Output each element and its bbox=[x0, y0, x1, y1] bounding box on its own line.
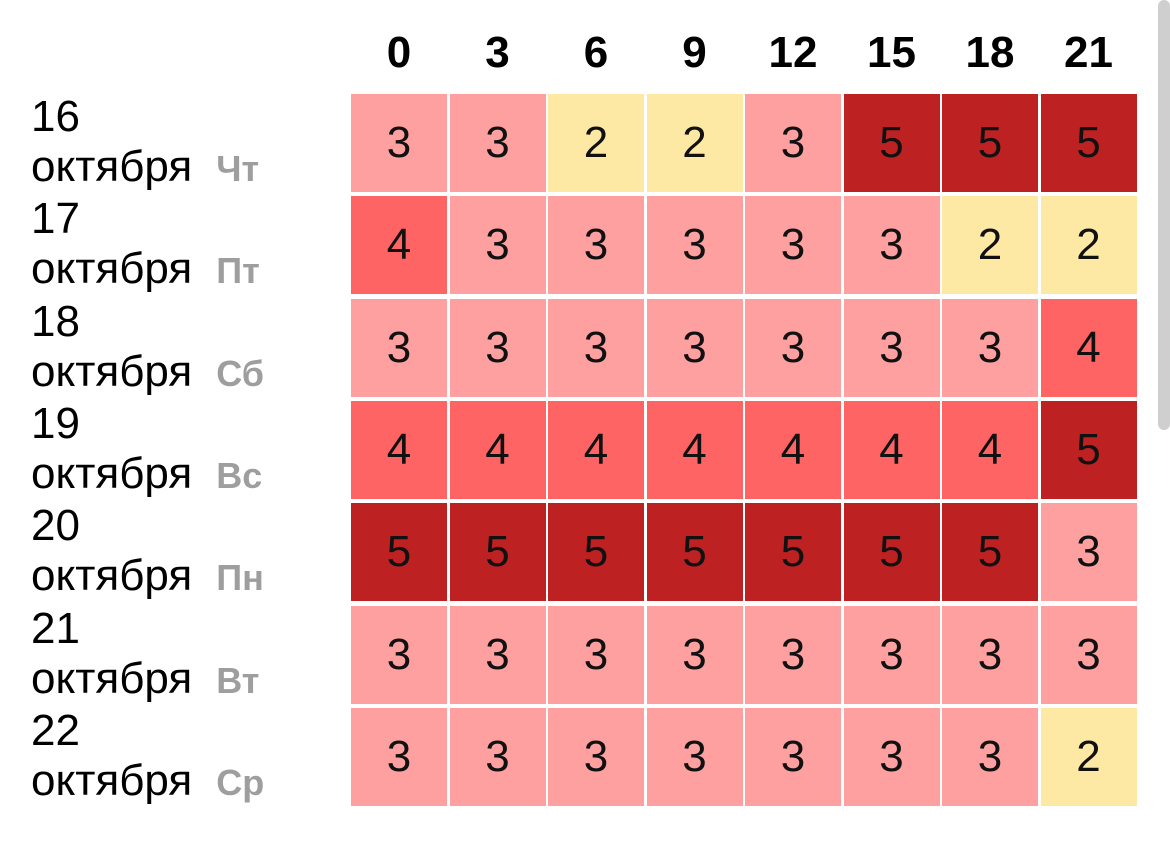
heatmap-cell: 5 bbox=[942, 503, 1038, 602]
weekday-label: Сб bbox=[216, 352, 264, 394]
hour-header-21: 21 bbox=[1064, 28, 1113, 77]
date-month: октября bbox=[31, 346, 193, 396]
date-day: 20 bbox=[31, 501, 80, 551]
date-day: 16 bbox=[31, 92, 80, 141]
date-day: 21 bbox=[31, 603, 80, 653]
weekday-label: Пт bbox=[216, 250, 260, 292]
heatmap-cell: 3 bbox=[548, 605, 644, 704]
heatmap-cell: 5 bbox=[843, 503, 940, 602]
heatmap-cell: 3 bbox=[646, 605, 743, 704]
date-month: октября bbox=[31, 653, 193, 703]
heatmap-cell: 5 bbox=[646, 503, 743, 602]
heatmap-cell: 2 bbox=[548, 94, 644, 192]
heatmap-cell: 4 bbox=[351, 196, 447, 295]
weekday-label: Ср bbox=[216, 761, 265, 803]
date-label: 17 октября Пт bbox=[31, 194, 351, 294]
scrollbar[interactable] bbox=[1158, 0, 1170, 430]
heatmap-cell: 5 bbox=[449, 503, 546, 602]
heatmap-cell: 3 bbox=[449, 605, 546, 704]
heatmap-cell: 3 bbox=[843, 196, 940, 295]
heatmap-cell: 3 bbox=[351, 298, 447, 397]
date-label: 19 октября Вс bbox=[31, 399, 351, 499]
date-month: октября bbox=[31, 755, 193, 805]
heatmap-cell: 3 bbox=[351, 94, 447, 192]
hour-header-18: 18 bbox=[965, 28, 1015, 77]
heatmap-cell: 3 bbox=[449, 298, 546, 397]
heatmap-cell: 3 bbox=[1040, 605, 1137, 704]
date-day: 18 bbox=[31, 296, 80, 346]
heatmap-cell: 3 bbox=[646, 707, 743, 806]
date-label: 18 октября Сб bbox=[31, 297, 351, 397]
heatmap-cell: 5 bbox=[351, 503, 447, 602]
heatmap-cell: 4 bbox=[646, 400, 743, 499]
hour-header-0: 0 bbox=[386, 28, 412, 77]
heatmap-cell: 3 bbox=[548, 298, 644, 397]
hour-header-12: 12 bbox=[768, 28, 818, 77]
heatmap-cell: 3 bbox=[843, 298, 940, 397]
heatmap-cell: 3 bbox=[449, 707, 546, 806]
weekday-label: Пн bbox=[216, 557, 264, 599]
hour-header-3: 3 bbox=[485, 28, 510, 77]
date-month: октября bbox=[31, 244, 193, 294]
heatmap-cell: 5 bbox=[843, 94, 940, 192]
heatmap-cell: 3 bbox=[646, 196, 743, 295]
heatmap-cell: 3 bbox=[745, 298, 841, 397]
heatmap-cell: 2 bbox=[1040, 707, 1137, 806]
hour-header-9: 9 bbox=[682, 28, 707, 77]
heatmap-cell: 3 bbox=[843, 605, 940, 704]
heatmap-cell: 3 bbox=[449, 196, 546, 295]
heatmap-cell: 3 bbox=[646, 298, 743, 397]
heatmap-cell: 4 bbox=[942, 400, 1038, 499]
heatmap-cell: 3 bbox=[351, 605, 447, 704]
heatmap-cell: 4 bbox=[449, 400, 546, 499]
heatmap-cell: 3 bbox=[351, 707, 447, 806]
date-month: октября bbox=[31, 551, 193, 601]
date-day: 22 bbox=[31, 705, 80, 755]
date-label: 20 октября Пн bbox=[31, 501, 351, 601]
date-month: октября bbox=[31, 142, 193, 191]
heatmap-cell: 5 bbox=[942, 94, 1038, 192]
hour-header-15: 15 bbox=[867, 28, 916, 77]
heatmap-cell: 5 bbox=[548, 503, 644, 602]
heatmap-cell: 3 bbox=[449, 94, 546, 192]
heatmap-cell: 5 bbox=[745, 503, 841, 602]
heatmap-cell: 3 bbox=[745, 196, 841, 295]
heatmap-cell: 3 bbox=[1040, 503, 1137, 602]
heatmap-cell: 5 bbox=[1040, 94, 1137, 192]
date-label: 16 октября Чт bbox=[31, 92, 351, 192]
weekday-label: Чт bbox=[216, 148, 260, 189]
date-month: октября bbox=[31, 448, 193, 498]
heatmap-cell: 2 bbox=[942, 196, 1038, 295]
heatmap-cell: 4 bbox=[745, 400, 841, 499]
date-day: 19 bbox=[31, 398, 80, 448]
hour-header-6: 6 bbox=[583, 28, 609, 77]
heatmap-cell: 3 bbox=[548, 196, 644, 295]
heatmap-cell: 3 bbox=[942, 707, 1038, 806]
heatmap-cell: 3 bbox=[942, 298, 1038, 397]
heatmap-cell: 3 bbox=[942, 605, 1038, 704]
date-day: 17 bbox=[31, 194, 80, 244]
heatmap-cell: 2 bbox=[1040, 196, 1137, 295]
weekday-label: Вс bbox=[216, 454, 263, 496]
heatmap-cell: 3 bbox=[548, 707, 644, 806]
heatmap-cell: 5 bbox=[1040, 400, 1137, 499]
heatmap-cell: 3 bbox=[745, 707, 841, 806]
heatmap-cell: 3 bbox=[745, 94, 841, 192]
heatmap-cell: 3 bbox=[843, 707, 940, 806]
heatmap-cell: 2 bbox=[646, 94, 743, 192]
date-label: 21 октября Вт bbox=[31, 604, 351, 704]
heatmap-cell: 4 bbox=[1040, 298, 1137, 397]
heatmap-cell: 4 bbox=[548, 400, 644, 499]
date-label: 22 октября Ср bbox=[31, 706, 351, 806]
weekday-label: Вт bbox=[216, 659, 260, 701]
heatmap-cell: 4 bbox=[351, 400, 447, 499]
heatmap-cell: 3 bbox=[745, 605, 841, 704]
heatmap-cell: 4 bbox=[843, 400, 940, 499]
